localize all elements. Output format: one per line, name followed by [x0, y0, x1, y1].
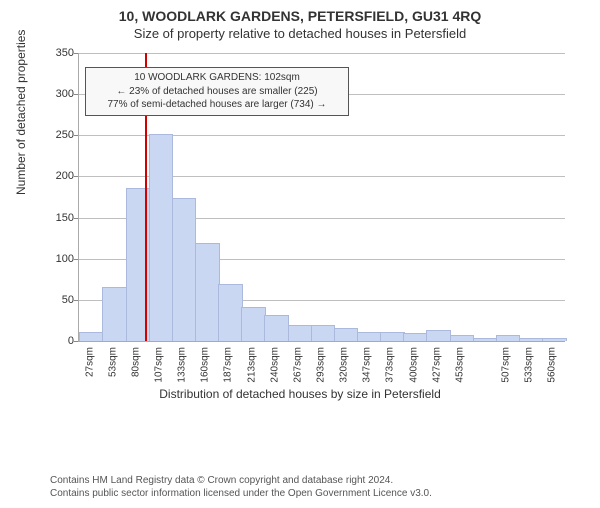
page-title: 10, WOODLARK GARDENS, PETERSFIELD, GU31 … — [0, 8, 600, 24]
histogram-bar — [357, 332, 382, 341]
x-tick-label: 400sqm — [408, 347, 419, 383]
y-tick-label: 250 — [50, 129, 74, 141]
y-tick-mark — [74, 135, 78, 136]
footer-attribution: Contains HM Land Registry data © Crown c… — [50, 474, 432, 500]
page-subtitle: Size of property relative to detached ho… — [0, 26, 600, 41]
y-tick-mark — [74, 300, 78, 301]
x-tick-label: 133sqm — [177, 347, 188, 383]
histogram-bar — [519, 338, 544, 341]
histogram-bar — [334, 328, 359, 341]
histogram-bar — [380, 332, 405, 341]
histogram-bar — [496, 335, 521, 341]
y-tick-label: 150 — [50, 212, 74, 224]
chart-container: Number of detached properties 0501001502… — [20, 45, 580, 385]
y-tick-label: 100 — [50, 253, 74, 265]
annotation-line-3: 77% of semi-detached houses are larger (… — [92, 98, 342, 112]
gridline — [79, 53, 565, 54]
x-tick-label: 453sqm — [454, 347, 465, 383]
histogram-bar — [403, 333, 428, 341]
annotation-line-2: ← 23% of detached houses are smaller (22… — [92, 85, 342, 99]
annotation-box: 10 WOODLARK GARDENS: 102sqm← 23% of deta… — [85, 67, 349, 116]
histogram-bar — [102, 287, 127, 341]
histogram-bar — [195, 243, 220, 341]
histogram-bar — [218, 284, 243, 341]
footer-line-2: Contains public sector information licen… — [50, 487, 432, 500]
x-tick-label: 533sqm — [524, 347, 535, 383]
x-axis-label: Distribution of detached houses by size … — [0, 387, 600, 401]
histogram-bar — [542, 338, 567, 341]
histogram-bar — [450, 335, 475, 341]
y-tick-mark — [74, 176, 78, 177]
y-axis-label: Number of detached properties — [14, 30, 28, 195]
y-tick-mark — [74, 94, 78, 95]
y-tick-mark — [74, 218, 78, 219]
x-tick-label: 187sqm — [223, 347, 234, 383]
y-tick-mark — [74, 53, 78, 54]
histogram-bar — [426, 330, 451, 341]
x-tick-label: 80sqm — [130, 347, 141, 377]
x-tick-label: 427sqm — [431, 347, 442, 383]
annotation-line-1: 10 WOODLARK GARDENS: 102sqm — [92, 71, 342, 85]
histogram-bar — [149, 134, 174, 341]
x-tick-label: 373sqm — [385, 347, 396, 383]
x-tick-label: 320sqm — [339, 347, 350, 383]
x-tick-label: 267sqm — [292, 347, 303, 383]
x-tick-label: 560sqm — [547, 347, 558, 383]
x-tick-label: 107sqm — [154, 347, 165, 383]
x-tick-label: 27sqm — [84, 347, 95, 377]
x-tick-label: 507sqm — [501, 347, 512, 383]
histogram-bar — [288, 325, 313, 341]
x-tick-label: 53sqm — [107, 347, 118, 377]
y-tick-label: 0 — [50, 335, 74, 347]
histogram-bar — [172, 198, 197, 341]
x-tick-label: 160sqm — [200, 347, 211, 383]
footer-line-1: Contains HM Land Registry data © Crown c… — [50, 474, 432, 487]
y-tick-label: 300 — [50, 88, 74, 100]
y-tick-label: 200 — [50, 170, 74, 182]
x-tick-label: 293sqm — [316, 347, 327, 383]
y-tick-label: 50 — [50, 294, 74, 306]
histogram-bar — [264, 315, 289, 341]
histogram-bar — [473, 338, 498, 341]
y-tick-mark — [74, 341, 78, 342]
x-tick-label: 213sqm — [246, 347, 257, 383]
x-tick-label: 347sqm — [362, 347, 373, 383]
histogram-bar — [241, 307, 266, 341]
x-tick-label: 240sqm — [269, 347, 280, 383]
y-tick-label: 350 — [50, 47, 74, 59]
histogram-bar — [79, 332, 104, 341]
y-tick-mark — [74, 259, 78, 260]
histogram-bar — [311, 325, 336, 341]
